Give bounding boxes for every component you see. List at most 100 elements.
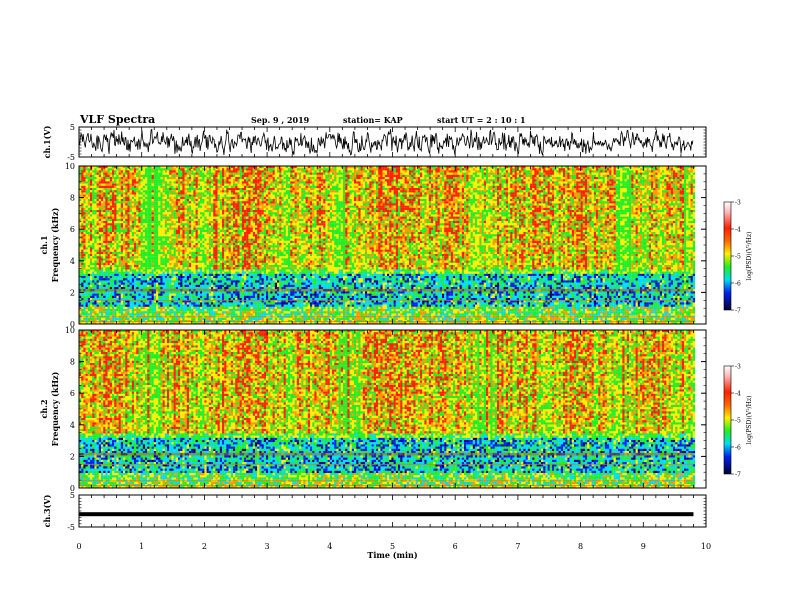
heatmap-cell: [193, 194, 196, 197]
heatmap-cell: [81, 300, 84, 303]
heatmap-cell: [158, 181, 161, 184]
heatmap-cell: [112, 196, 115, 200]
heatmap-cell: [129, 223, 132, 226]
heatmap-cell: [149, 207, 152, 211]
heatmap-cell: [107, 205, 110, 208]
heatmap-cell: [127, 291, 130, 294]
heatmap-cell: [193, 317, 196, 321]
heatmap-cell: [125, 256, 128, 259]
heatmap-cell: [85, 245, 88, 248]
heatmap-cell: [197, 170, 201, 173]
heatmap-cell: [112, 271, 115, 274]
y-tick-label: -5: [67, 153, 75, 162]
heatmap-cell: [200, 174, 203, 178]
heatmap-cell: [136, 258, 139, 261]
heatmap-cell: [160, 254, 163, 257]
heatmap-cell: [156, 311, 159, 314]
heatmap-cell: [96, 207, 99, 211]
heatmap-cell: [103, 295, 106, 299]
heatmap-cell: [191, 205, 194, 208]
heatmap-cell: [92, 190, 95, 193]
heatmap-cell: [79, 240, 82, 244]
heatmap-cell: [127, 188, 130, 191]
heatmap-cell: [136, 276, 139, 279]
heatmap-cell: [94, 223, 97, 226]
heatmap-cell: [120, 194, 124, 197]
heatmap-cell: [114, 170, 117, 173]
heatmap-cell: [217, 289, 220, 292]
heatmap-cell: [118, 258, 121, 261]
heatmap-cell: [217, 247, 220, 250]
heatmap-cell: [90, 212, 93, 215]
heatmap-cell: [118, 265, 121, 268]
heatmap-cell: [136, 170, 139, 173]
heatmap-cell: [138, 282, 141, 285]
heatmap-cell: [101, 192, 104, 195]
heatmap-cell: [162, 300, 165, 303]
heatmap-cell: [200, 243, 203, 246]
heatmap-cell: [136, 317, 139, 321]
heatmap-cell: [94, 254, 97, 257]
ch1-waveform-line: [78, 128, 694, 156]
heatmap-cell: [224, 168, 227, 171]
heatmap-cell: [136, 214, 139, 217]
heatmap-cell: [151, 278, 154, 281]
heatmap-cell: [96, 322, 99, 325]
heatmap-cell: [90, 245, 93, 248]
heatmap-cell: [81, 225, 84, 228]
heatmap-cell: [142, 267, 146, 270]
heatmap-cell: [98, 289, 102, 292]
heatmap-cell: [151, 210, 154, 213]
heatmap-cell: [134, 287, 137, 290]
heatmap-cell: [127, 223, 130, 226]
heatmap-cell: [224, 306, 227, 310]
heatmap-cell: [147, 280, 150, 283]
heatmap-cell: [151, 265, 154, 268]
heatmap-cell: [171, 240, 174, 244]
heatmap-cell: [219, 243, 223, 246]
heatmap-cell: [204, 293, 207, 296]
heatmap-cell: [123, 293, 126, 296]
heatmap-cell: [94, 172, 97, 175]
heatmap-cell: [105, 289, 108, 292]
heatmap-cell: [160, 188, 163, 191]
heatmap-cell: [186, 170, 190, 173]
heatmap-cell: [81, 251, 84, 255]
heatmap-cell: [90, 278, 93, 281]
heatmap-cell: [127, 172, 130, 175]
heatmap-cell: [120, 210, 124, 213]
heatmap-cell: [175, 284, 179, 288]
heatmap-cell: [156, 216, 159, 219]
heatmap-cell: [90, 273, 93, 277]
heatmap-cell: [79, 295, 82, 299]
heatmap-cell: [197, 245, 201, 248]
heatmap-cell: [193, 295, 196, 299]
heatmap-cell: [182, 210, 185, 213]
heatmap-cell: [224, 309, 227, 312]
heatmap-cell: [85, 251, 88, 255]
heatmap-cell: [175, 196, 179, 200]
heatmap-cell: [153, 254, 157, 257]
heatmap-cell: [160, 201, 163, 204]
heatmap-cell: [107, 185, 110, 189]
heatmap-cell: [140, 278, 143, 281]
heatmap-cell: [219, 229, 223, 233]
heatmap-cell: [79, 203, 82, 206]
heatmap-cell: [184, 194, 187, 197]
heatmap-cell: [85, 188, 88, 191]
heatmap-cell: [178, 221, 181, 224]
heatmap-cell: [134, 276, 137, 279]
heatmap-cell: [118, 205, 121, 208]
heatmap-cell: [162, 216, 165, 219]
heatmap-cell: [112, 192, 115, 195]
heatmap-cell: [224, 214, 227, 217]
heatmap-cell: [85, 287, 88, 290]
heatmap-cell: [184, 218, 187, 222]
heatmap-cell: [145, 280, 148, 283]
heatmap-cell: [167, 227, 170, 230]
heatmap-cell: [180, 287, 183, 290]
heatmap-cell: [167, 212, 170, 215]
heatmap-cell: [85, 256, 88, 259]
heatmap-cell: [101, 293, 104, 296]
heatmap-cell: [204, 174, 207, 178]
